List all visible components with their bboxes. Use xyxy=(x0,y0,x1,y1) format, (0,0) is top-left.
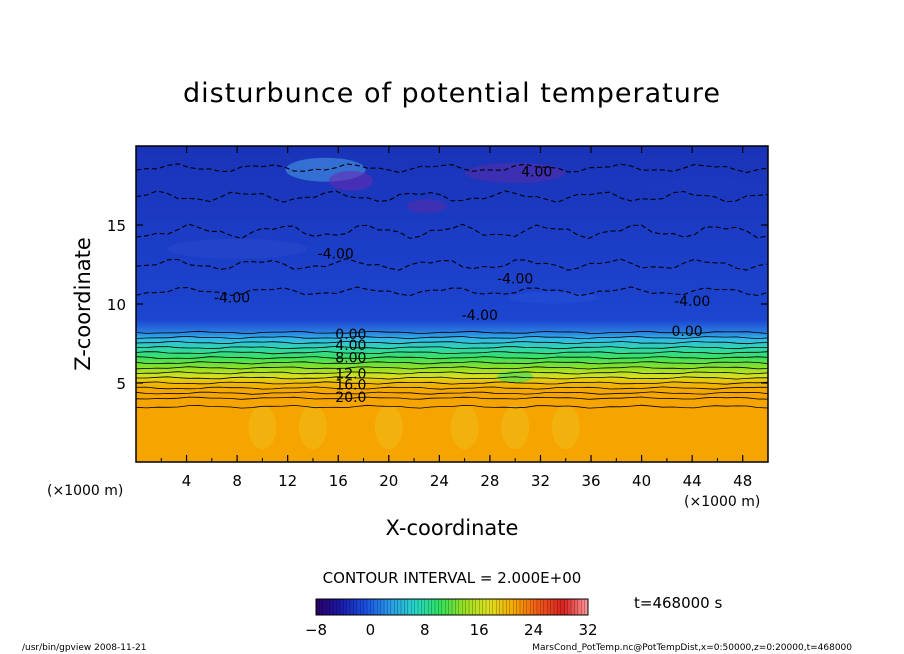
contour-line-negative xyxy=(136,190,768,203)
x-tick-label: 20 xyxy=(379,472,398,490)
contour-label: 0.00 xyxy=(335,327,366,343)
contour-line-negative xyxy=(136,163,768,174)
colorbar-tick-label: 24 xyxy=(524,621,543,639)
field-blob xyxy=(248,405,277,450)
contour-line xyxy=(136,361,768,365)
y-tick-label: 10 xyxy=(107,296,126,314)
x-tick-label: 8 xyxy=(232,472,242,490)
x-tick-label: 24 xyxy=(430,472,449,490)
plot-area: 4.00-4.00-4.00-4.00-4.00-4.000.00 0.004.0… xyxy=(107,145,769,490)
chart-title: disturbunce of potential temperature xyxy=(183,78,721,109)
contour-label: 20.0 xyxy=(335,390,366,406)
footer-right: MarsCond_PotTemp.nc@PotTempDist,x=0:5000… xyxy=(532,643,852,653)
field-blob xyxy=(501,405,530,450)
contour-label: 12.0 xyxy=(335,367,366,383)
contour-label: 16.0 xyxy=(335,378,366,394)
field-blob xyxy=(374,405,403,450)
contour-line xyxy=(136,330,768,335)
contour-line xyxy=(136,376,768,380)
colorbar: −8 0 8 16 24 32 xyxy=(305,598,598,639)
x-tick-label: 44 xyxy=(683,472,702,490)
y-axis-ticks: 5 10 15 xyxy=(107,217,768,393)
contour-line xyxy=(136,356,768,360)
contour-line xyxy=(136,351,768,355)
contour-line xyxy=(136,396,768,400)
y-tick-label: 15 xyxy=(107,217,126,235)
x-unit-label-left: (×1000 m) xyxy=(47,483,123,499)
colorbar-tick-label: 0 xyxy=(366,621,376,639)
field-blob xyxy=(508,291,599,304)
field-blob xyxy=(328,170,373,191)
y-tick-label: 5 xyxy=(116,375,126,393)
contour-label: -4.00 xyxy=(497,272,533,288)
x-tick-label: 32 xyxy=(531,472,550,490)
contour-line xyxy=(136,340,768,345)
footer-left: /usr/bin/gpview 2008-11-21 xyxy=(22,643,146,653)
colorbar-tick-label: −8 xyxy=(305,621,327,639)
contour-line xyxy=(136,391,768,395)
contour-line-negative xyxy=(136,286,768,297)
colorbar-frame xyxy=(315,598,589,616)
field-blob xyxy=(465,162,566,183)
x-tick-label: 40 xyxy=(632,472,651,490)
x-tick-label: 28 xyxy=(480,472,499,490)
field-blob xyxy=(298,405,327,450)
contour-lines xyxy=(136,163,768,409)
field-blob xyxy=(167,238,308,259)
contour-label: -4.00 xyxy=(214,291,250,307)
contour-label: -4.00 xyxy=(462,308,498,324)
contour-label: 8.00 xyxy=(335,351,366,367)
x-tick-label: 48 xyxy=(733,472,752,490)
colorbar-tick-label: 8 xyxy=(420,621,430,639)
x-tick-label: 4 xyxy=(182,472,192,490)
contour-line xyxy=(136,366,768,370)
contour-line xyxy=(136,381,768,385)
contour-line xyxy=(136,335,768,340)
y-axis-label: Z-coordinate xyxy=(71,237,95,371)
contour-line xyxy=(136,345,768,350)
contour-interval-text: CONTOUR INTERVAL = 2.000E+00 xyxy=(323,569,582,587)
x-axis-ticks: 4 8 12 16 20 24 28 32 36 40 44 48 xyxy=(160,146,752,490)
contour-label: 4.00 xyxy=(335,338,366,354)
field-blob xyxy=(644,176,765,195)
colorbar-tick-label: 32 xyxy=(578,621,597,639)
colorbar-ticks: −8 0 8 16 24 32 xyxy=(305,621,598,639)
contour-label: 0.00 xyxy=(672,324,703,340)
field-features xyxy=(167,157,765,450)
field-blob xyxy=(551,405,580,450)
contour-label: -4.00 xyxy=(674,294,710,310)
x-tick-label: 16 xyxy=(329,472,348,490)
colorbar-stripes xyxy=(319,599,585,615)
contour-label: -4.00 xyxy=(318,246,354,262)
field-blob xyxy=(450,405,479,450)
contour-labels: 4.00-4.00-4.00-4.00-4.00-4.000.00 0.004.0… xyxy=(214,164,710,406)
contour-line-negative xyxy=(136,258,768,271)
colorbar-tick-label: 16 xyxy=(470,621,489,639)
contour-label: 4.00 xyxy=(521,164,552,180)
time-text: t=468000 s xyxy=(634,594,722,612)
x-tick-label: 12 xyxy=(278,472,297,490)
contour-line xyxy=(136,404,768,409)
x-axis-label: X-coordinate xyxy=(386,516,519,540)
contour-line xyxy=(136,386,768,390)
x-tick-label: 36 xyxy=(581,472,600,490)
x-unit-label-right: (×1000 m) xyxy=(684,494,760,510)
contour-line xyxy=(136,371,768,375)
field-blob xyxy=(406,199,447,214)
